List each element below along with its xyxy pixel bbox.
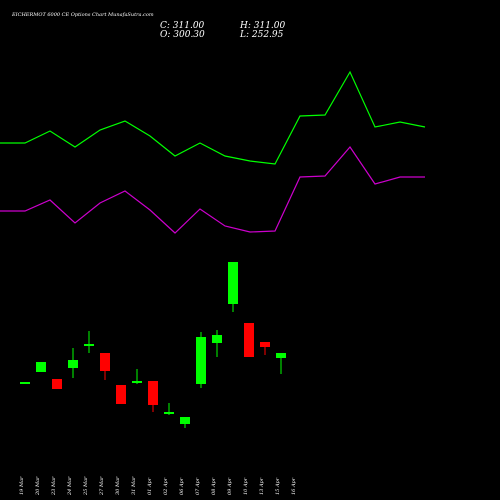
x-tick-label: 06 Apr <box>179 477 185 495</box>
x-tick-label: 19 Mar <box>19 476 25 495</box>
candle-body <box>244 323 254 357</box>
candle-body <box>164 412 174 414</box>
x-tick-label: 09 Apr <box>227 477 233 495</box>
x-tick-label: 25 Mar <box>83 476 89 496</box>
x-tick-label: 23 Mar <box>51 476 57 496</box>
x-tick-label: 07 Apr <box>195 477 201 495</box>
candle-body <box>276 353 286 358</box>
candle-body <box>260 342 270 347</box>
candle-body <box>84 344 94 346</box>
candle-body <box>36 362 46 372</box>
candle-body <box>20 382 30 384</box>
x-tick-label: 10 Apr <box>243 477 249 495</box>
candle-body <box>52 379 62 389</box>
x-tick-label: 31 Mar <box>131 476 137 495</box>
candle-body <box>68 360 78 368</box>
open-label: O: 300.30 <box>160 30 205 40</box>
high-label: H: 311.00 <box>239 21 286 31</box>
x-tick-label: 08 Apr <box>211 477 217 495</box>
candle-body <box>132 381 142 383</box>
candle-body <box>116 385 126 404</box>
x-tick-label: 13 Apr <box>259 477 265 495</box>
close-label: C: 311.00 <box>160 21 205 31</box>
low-label: L: 252.95 <box>239 30 284 40</box>
x-tick-label: 30 Mar <box>115 476 121 495</box>
candle-body <box>228 262 238 304</box>
x-tick-label: 02 Apr <box>163 477 169 495</box>
chart-title: EICHERMOT 6000 CE Options Chart MunafaSu… <box>11 12 154 18</box>
indicator-line <box>0 70 426 165</box>
x-tick-label: 24 Mar <box>67 476 73 496</box>
indicator-line <box>0 146 425 234</box>
x-tick-label: 16 Apr <box>291 477 297 495</box>
candle-body <box>212 335 222 343</box>
candle-body <box>196 337 206 384</box>
x-tick-label: 20 Mar <box>35 476 41 496</box>
candle-body <box>100 353 110 371</box>
candle-body <box>148 381 158 405</box>
x-tick-label: 27 Mar <box>99 476 105 496</box>
candle-body <box>180 417 190 424</box>
x-tick-label: 01 Apr <box>147 477 153 495</box>
x-tick-label: 15 Apr <box>275 477 281 495</box>
